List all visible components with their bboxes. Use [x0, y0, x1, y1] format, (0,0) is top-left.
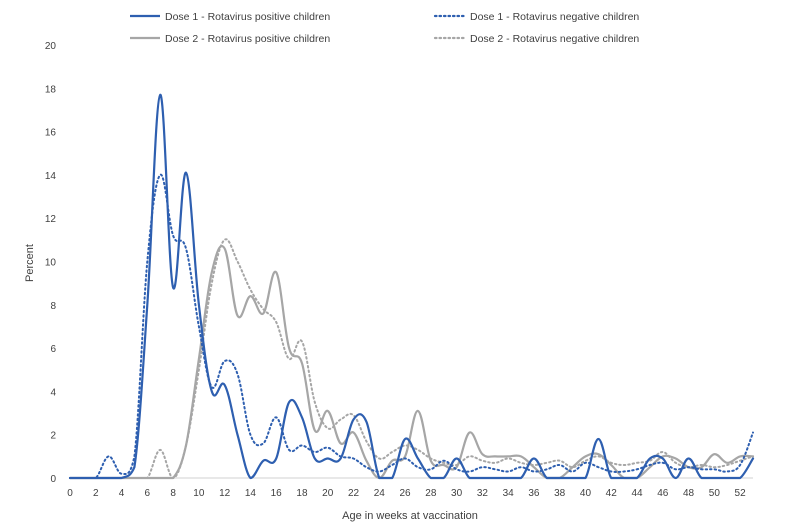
x-tick-label: 38 [554, 488, 566, 499]
x-tick-label: 40 [580, 488, 592, 499]
y-tick-label: 6 [50, 344, 56, 355]
x-axis-label: Age in weeks at vaccination [342, 510, 478, 522]
y-tick-label: 20 [45, 41, 57, 52]
x-tick-label: 42 [606, 488, 618, 499]
legend-label: Dose 2 - Rotavirus positive children [165, 33, 330, 45]
y-tick-label: 8 [50, 301, 56, 312]
x-tick-label: 24 [374, 488, 386, 499]
series-line-1 [69, 173, 754, 479]
y-tick-label: 12 [45, 214, 57, 225]
x-tick-label: 10 [193, 488, 205, 499]
y-tick-label: 4 [50, 387, 56, 398]
y-tick-label: 0 [50, 474, 56, 485]
legend-label: Dose 1 - Rotavirus negative children [470, 11, 639, 23]
legend: Dose 1 - Rotavirus positive children Dose… [130, 11, 639, 45]
x-tick-label: 8 [170, 488, 176, 499]
y-tick-label: 16 [45, 128, 57, 139]
x-tick-label: 26 [399, 488, 411, 499]
series-line-3 [69, 238, 754, 479]
x-tick-label: 30 [451, 488, 463, 499]
y-axis-label: Percent [24, 244, 36, 282]
x-tick-label: 22 [348, 488, 360, 499]
y-tick-label: 10 [45, 258, 57, 269]
x-tick-label: 0 [67, 488, 73, 499]
x-tick-label: 44 [631, 488, 643, 499]
y-tick-label: 14 [45, 171, 57, 182]
x-tick-label: 52 [735, 488, 747, 499]
x-tick-label: 14 [245, 488, 257, 499]
x-tick-label: 50 [709, 488, 721, 499]
y-axis: 0 2 4 6 8 10 12 14 16 18 20 [45, 41, 57, 485]
legend-label: Dose 1 - Rotavirus positive children [165, 11, 330, 23]
legend-label: Dose 2 - Rotavirus negative children [470, 33, 639, 45]
x-tick-label: 28 [425, 488, 437, 499]
x-tick-label: 46 [657, 488, 669, 499]
series-layer [68, 93, 755, 480]
x-tick-label: 34 [503, 488, 515, 499]
x-tick-label: 12 [219, 488, 231, 499]
x-tick-label: 2 [93, 488, 99, 499]
x-tick-label: 48 [683, 488, 695, 499]
x-tick-label: 16 [271, 488, 283, 499]
y-tick-label: 18 [45, 84, 57, 95]
x-axis: 0 2 4 6 8 10 12 14 16 18 20 22 24 26 28 30 32 34 36 38 40 42 4… [67, 477, 753, 499]
series-line-0 [68, 93, 755, 480]
x-tick-label: 6 [145, 488, 151, 499]
x-tick-label: 18 [296, 488, 308, 499]
x-tick-label: 32 [477, 488, 489, 499]
x-tick-label: 36 [528, 488, 540, 499]
y-tick-label: 2 [50, 431, 56, 442]
x-tick-label: 20 [322, 488, 334, 499]
x-tick-label: 4 [119, 488, 125, 499]
